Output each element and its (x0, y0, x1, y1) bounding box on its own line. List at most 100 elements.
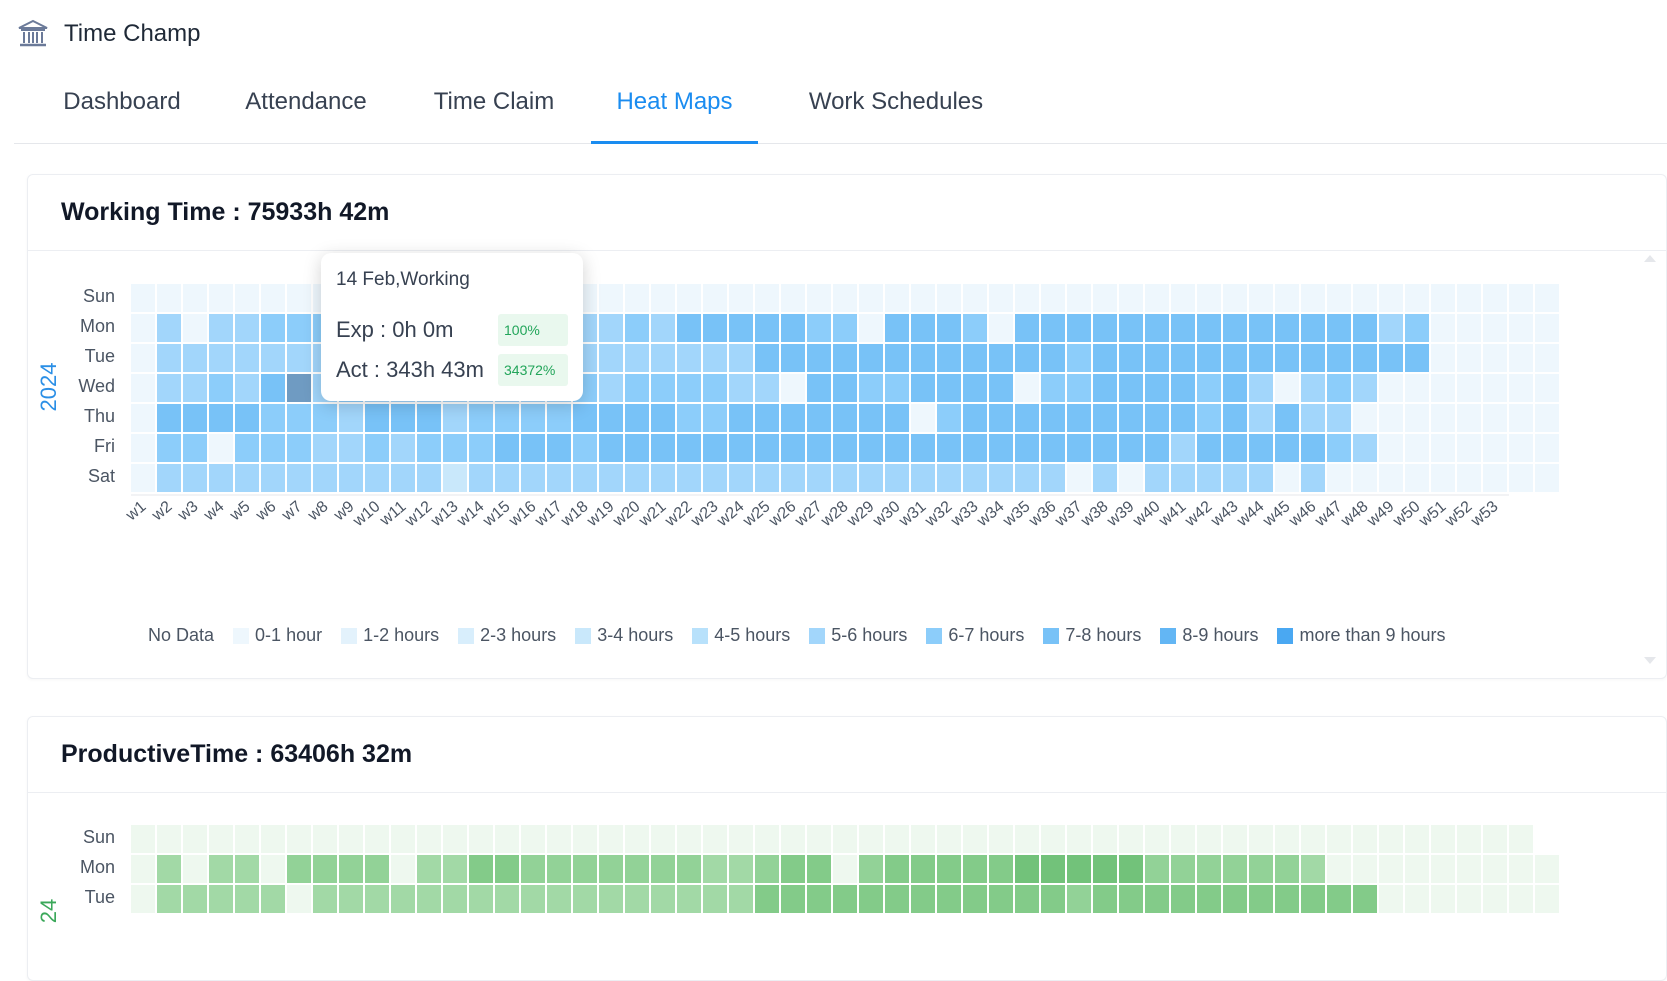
heatmap-cell[interactable] (443, 855, 467, 883)
heatmap-cell[interactable] (183, 825, 207, 853)
heatmap-cell[interactable] (859, 374, 883, 402)
heatmap-cell[interactable] (261, 434, 285, 462)
heatmap-cell[interactable] (1223, 314, 1247, 342)
heatmap-cell[interactable] (157, 825, 181, 853)
heatmap-cell[interactable] (1249, 284, 1273, 312)
heatmap-cell[interactable] (677, 374, 701, 402)
heatmap-cell[interactable] (1509, 885, 1533, 913)
heatmap-cell[interactable] (1457, 855, 1481, 883)
heatmap-cell[interactable] (235, 434, 259, 462)
heatmap-cell[interactable] (521, 855, 545, 883)
heatmap-cell[interactable] (1535, 855, 1559, 883)
heatmap-cell[interactable] (157, 344, 181, 372)
legend-item[interactable]: 2-3 hours (458, 625, 556, 646)
heatmap-cell[interactable] (1223, 344, 1247, 372)
heatmap-cell[interactable] (729, 464, 753, 492)
heatmap-cell[interactable] (1145, 344, 1169, 372)
heatmap-cell[interactable] (1379, 464, 1403, 492)
heatmap-cell[interactable] (1197, 374, 1221, 402)
heatmap-cell[interactable] (963, 855, 987, 883)
heatmap-cell[interactable] (183, 344, 207, 372)
heatmap-cell[interactable] (599, 314, 623, 342)
heatmap-cell[interactable] (937, 464, 961, 492)
heatmap-cell[interactable] (781, 404, 805, 432)
heatmap-cell[interactable] (1249, 885, 1273, 913)
heatmap-cell[interactable] (651, 434, 675, 462)
heatmap-cell[interactable] (1509, 344, 1533, 372)
heatmap-cell[interactable] (1145, 825, 1169, 853)
legend-item[interactable]: 3-4 hours (575, 625, 673, 646)
heatmap-cell[interactable] (625, 434, 649, 462)
heatmap-cell[interactable] (573, 885, 597, 913)
heatmap-cell[interactable] (1171, 284, 1195, 312)
heatmap-cell[interactable] (1483, 284, 1507, 312)
heatmap-cell[interactable] (1509, 374, 1533, 402)
heatmap-cell[interactable] (937, 434, 961, 462)
heatmap-cell[interactable] (417, 434, 441, 462)
heatmap-cell[interactable] (1275, 434, 1299, 462)
heatmap-cell[interactable] (1093, 374, 1117, 402)
heatmap-cell[interactable] (599, 404, 623, 432)
heatmap-cell[interactable] (417, 464, 441, 492)
heatmap-cell[interactable] (833, 284, 857, 312)
heatmap-cell[interactable] (521, 404, 545, 432)
heatmap-cell[interactable] (1535, 344, 1559, 372)
heatmap-cell[interactable] (807, 404, 831, 432)
heatmap-cell[interactable] (1457, 344, 1481, 372)
heatmap-cell[interactable] (911, 314, 935, 342)
heatmap-cell[interactable] (573, 464, 597, 492)
heatmap-cell[interactable] (209, 434, 233, 462)
heatmap-cell[interactable] (651, 314, 675, 342)
heatmap-cell[interactable] (521, 464, 545, 492)
heatmap-cell[interactable] (261, 825, 285, 853)
heatmap-cell[interactable] (963, 885, 987, 913)
heatmap-cell[interactable] (287, 464, 311, 492)
heatmap-cell[interactable] (1249, 314, 1273, 342)
heatmap-cell[interactable] (651, 825, 675, 853)
heatmap-cell[interactable] (1301, 825, 1325, 853)
tab-dashboard[interactable]: Dashboard (63, 88, 181, 115)
heatmap-cell[interactable] (1379, 284, 1403, 312)
heatmap-cell[interactable] (911, 885, 935, 913)
heatmap-cell[interactable] (729, 885, 753, 913)
heatmap-cell[interactable] (859, 464, 883, 492)
heatmap-cell[interactable] (1041, 374, 1065, 402)
heatmap-cell[interactable] (1457, 885, 1481, 913)
heatmap-cell[interactable] (989, 404, 1013, 432)
heatmap-cell[interactable] (183, 284, 207, 312)
heatmap-cell[interactable] (1015, 314, 1039, 342)
heatmap-cell[interactable] (131, 464, 155, 492)
heatmap-cell[interactable] (625, 314, 649, 342)
heatmap-cell[interactable] (1041, 825, 1065, 853)
heatmap-cell[interactable] (911, 825, 935, 853)
heatmap-cell[interactable] (781, 344, 805, 372)
heatmap-cell[interactable] (573, 404, 597, 432)
heatmap-cell[interactable] (235, 314, 259, 342)
heatmap-cell[interactable] (1041, 344, 1065, 372)
heatmap-cell[interactable] (1119, 855, 1143, 883)
heatmap-cell[interactable] (261, 314, 285, 342)
heatmap-cell[interactable] (1093, 404, 1117, 432)
heatmap-cell[interactable] (1223, 464, 1247, 492)
heatmap-cell[interactable] (859, 855, 883, 883)
heatmap-cell[interactable] (1067, 855, 1091, 883)
heatmap-cell[interactable] (1483, 404, 1507, 432)
heatmap-cell[interactable] (339, 434, 363, 462)
heatmap-cell[interactable] (1379, 434, 1403, 462)
heatmap-cell[interactable] (937, 314, 961, 342)
heatmap-cell[interactable] (235, 855, 259, 883)
heatmap-cell[interactable] (183, 434, 207, 462)
heatmap-cell[interactable] (963, 314, 987, 342)
heatmap-cell[interactable] (313, 464, 337, 492)
heatmap-cell[interactable] (1197, 885, 1221, 913)
heatmap-cell[interactable] (1145, 434, 1169, 462)
heatmap-cell[interactable] (1041, 855, 1065, 883)
heatmap-cell[interactable] (859, 344, 883, 372)
heatmap-cell[interactable] (1379, 885, 1403, 913)
heatmap-cell[interactable] (885, 374, 909, 402)
heatmap-cell[interactable] (833, 825, 857, 853)
heatmap-cell[interactable] (1015, 855, 1039, 883)
heatmap-cell[interactable] (1015, 284, 1039, 312)
heatmap-cell[interactable] (547, 855, 571, 883)
heatmap-cell[interactable] (1249, 464, 1273, 492)
